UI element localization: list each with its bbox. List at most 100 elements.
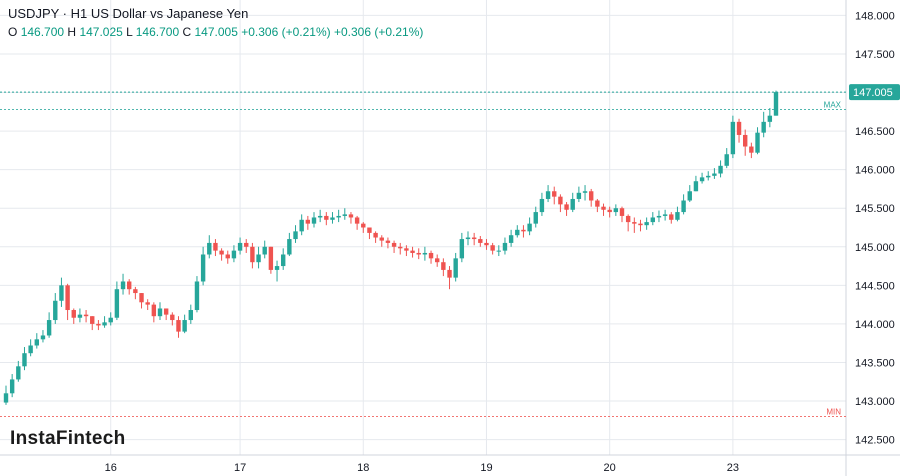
candle-body	[213, 242, 218, 251]
y-tick-label: 144.500	[855, 280, 895, 292]
candle-body	[736, 121, 742, 135]
candle-body	[59, 285, 64, 301]
candle-body	[730, 121, 736, 155]
candle-body	[755, 132, 760, 153]
candle-body	[379, 237, 384, 241]
candle-body	[28, 345, 33, 354]
candle-body	[613, 208, 619, 213]
candle-body	[687, 191, 692, 201]
candle-body	[219, 250, 224, 255]
candle-body	[502, 242, 508, 251]
candle-body	[330, 217, 335, 220]
x-tick-label: 20	[604, 462, 616, 474]
open-label: O	[8, 25, 18, 39]
candle-body	[188, 310, 193, 321]
candle-body	[533, 212, 538, 224]
candle-body	[281, 254, 286, 267]
candle-body	[90, 316, 95, 324]
candle-body	[9, 379, 15, 394]
candle-body	[632, 222, 637, 224]
candle-body	[601, 206, 606, 210]
candle-body	[644, 222, 649, 226]
y-tick-label: 142.500	[855, 435, 895, 447]
candle-body	[200, 254, 206, 282]
candle-body	[244, 242, 249, 247]
x-tick-label: 23	[727, 462, 739, 474]
candle-body	[250, 246, 255, 263]
candle-body	[570, 198, 575, 210]
candle-body	[761, 121, 766, 133]
candle-body	[176, 320, 181, 332]
low-value: 146.700	[135, 25, 180, 39]
candle-body	[478, 239, 483, 243]
candle-body	[262, 246, 267, 255]
candle-body	[422, 252, 428, 255]
candle-body	[133, 289, 138, 294]
candle-body	[256, 254, 261, 263]
candle-body	[459, 239, 465, 259]
candle-body	[367, 227, 372, 233]
candle-body	[706, 175, 711, 178]
candle-body	[453, 258, 458, 278]
candle-body	[595, 200, 600, 207]
candle-body	[46, 320, 52, 336]
candle-body	[324, 215, 329, 220]
candle-body	[145, 302, 150, 305]
min-label: MIN	[826, 407, 841, 416]
candle-body	[515, 229, 520, 236]
open-value: 146.700	[20, 25, 65, 39]
candle-body	[151, 304, 157, 317]
change-value-2: +0.306 (+0.21%)	[333, 25, 424, 39]
candle-body	[108, 317, 113, 323]
candle-body	[83, 314, 89, 317]
candle-body	[410, 250, 415, 253]
candle-body	[391, 242, 397, 247]
candle-body	[558, 196, 563, 205]
candle-body	[231, 250, 237, 259]
candle-body	[354, 217, 360, 224]
candle-body	[669, 214, 674, 220]
candle-body	[484, 242, 489, 246]
candle-body	[527, 223, 532, 232]
candle-body	[225, 254, 230, 259]
candle-body	[693, 181, 699, 192]
last-price-tag	[849, 84, 900, 101]
low-label: L	[126, 25, 133, 39]
close-value: 147.005	[194, 25, 238, 39]
candle-body	[305, 219, 311, 224]
candle-body	[207, 242, 212, 255]
candle-body	[71, 310, 76, 318]
candle-body	[361, 223, 366, 228]
candle-body	[268, 246, 274, 270]
candle-body	[508, 235, 514, 243]
y-tick-label: 148.000	[855, 10, 895, 22]
candle-body	[718, 165, 723, 174]
candle-body	[157, 308, 163, 317]
candle-body	[576, 192, 582, 199]
candle-body	[53, 300, 58, 321]
candle-body	[681, 200, 686, 213]
last-price-label: 147.005	[853, 87, 893, 99]
candle-body	[404, 248, 409, 251]
candle-body	[40, 335, 46, 340]
candle-body	[724, 154, 729, 166]
candle-body	[274, 266, 280, 270]
candle-body	[373, 232, 378, 238]
candle-body	[416, 252, 421, 255]
candle-body	[712, 173, 717, 176]
candle-body	[3, 393, 9, 403]
candle-body	[465, 237, 471, 240]
chart-title: USDJPY · H1 US Dollar vs Japanese Yen	[8, 6, 249, 21]
y-tick-label: 147.500	[855, 49, 895, 61]
candle-body	[96, 323, 101, 326]
candle-body	[34, 339, 39, 346]
x-tick-label: 16	[105, 462, 117, 474]
candle-body	[521, 229, 526, 232]
candle-body	[287, 239, 292, 255]
candle-body	[114, 289, 120, 318]
candle-body	[749, 146, 754, 153]
candle-body	[638, 223, 643, 226]
candle-body	[16, 366, 21, 380]
y-tick-label: 143.000	[855, 396, 895, 408]
